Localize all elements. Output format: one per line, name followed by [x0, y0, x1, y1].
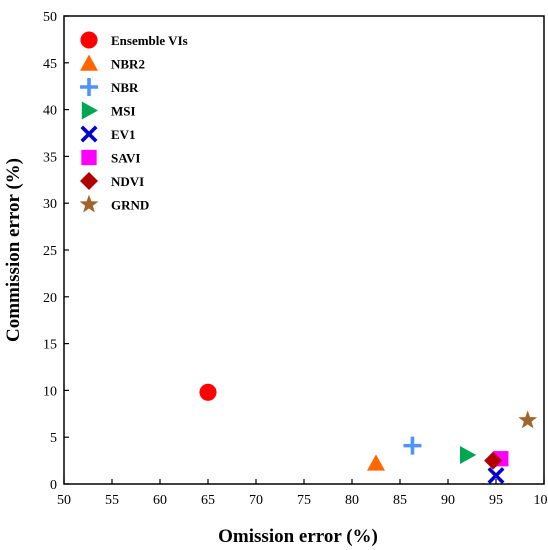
legend-entry: NDVI	[80, 172, 144, 190]
y-tick-label: 45	[43, 57, 57, 72]
y-tick-label: 35	[43, 150, 57, 165]
legend-label: MSI	[111, 104, 136, 119]
legend-entry: GRND	[79, 194, 149, 213]
y-tick-label: 40	[43, 104, 57, 119]
x-tick-label: 80	[345, 493, 359, 508]
legend-entry: SAVI	[81, 149, 140, 166]
legend-label: GRND	[111, 198, 149, 213]
legend: Ensemble VIs NBR2 NBR MSI EV1 SAVI NDVI GRND	[79, 31, 188, 213]
data-point-ensemble-vis	[199, 383, 217, 401]
x-tick-label: 95	[489, 493, 503, 508]
legend-entry: NBR2	[80, 54, 145, 72]
y-tick-label: 10	[43, 384, 57, 399]
x-tick-label: 50	[57, 493, 71, 508]
data-point-nbr2	[367, 454, 385, 471]
legend-marker	[80, 54, 98, 71]
legend-label: Ensemble VIs	[111, 33, 188, 48]
legend-marker	[80, 172, 98, 190]
y-axis-title: Commission error (%)	[3, 158, 24, 342]
legend-entry: MSI	[81, 101, 136, 120]
y-tick-label: 25	[43, 244, 57, 259]
legend-marker	[80, 125, 98, 143]
legend-entry: EV1	[80, 125, 136, 143]
x-tick-label: 65	[201, 493, 215, 508]
legend-marker	[80, 31, 98, 49]
data-point-ndvi	[484, 451, 503, 470]
y-tick-label: 0	[50, 478, 57, 493]
legend-label: NBR2	[111, 57, 145, 72]
x-tick-label: 70	[249, 493, 263, 508]
y-tick-label: 20	[43, 291, 57, 306]
y-tick-label: 15	[43, 338, 57, 353]
legend-marker	[81, 101, 98, 120]
legend-entry: NBR	[80, 78, 139, 96]
x-tick-label: 60	[153, 493, 167, 508]
legend-label: NBR	[111, 80, 139, 95]
y-tick-label: 5	[50, 431, 57, 446]
legend-marker	[80, 78, 98, 96]
x-tick-label: 100	[534, 493, 548, 508]
data-point-nbr	[403, 436, 422, 455]
x-axis-title: Omission error (%)	[218, 526, 378, 547]
x-tick-label: 85	[393, 493, 407, 508]
legend-label: EV1	[111, 127, 136, 142]
legend-label: SAVI	[111, 151, 140, 166]
x-tick-label: 90	[441, 493, 455, 508]
x-tick-label: 75	[297, 493, 311, 508]
legend-marker	[79, 194, 99, 213]
legend-label: NDVI	[111, 174, 144, 189]
data-point-grnd	[518, 410, 538, 429]
data-point-ev1	[487, 467, 505, 485]
data-point-msi	[460, 445, 477, 464]
x-tick-label: 55	[105, 493, 119, 508]
data-points	[199, 383, 538, 485]
legend-marker	[81, 149, 97, 166]
y-tick-label: 50	[43, 10, 57, 25]
legend-entry: Ensemble VIs	[80, 31, 188, 49]
y-tick-label: 30	[43, 197, 57, 212]
axis-ticks: 50 55 60 65 70 75 80 85 90 95 100 0 5 10 15 20 25 30 35 40 4…	[43, 10, 548, 508]
